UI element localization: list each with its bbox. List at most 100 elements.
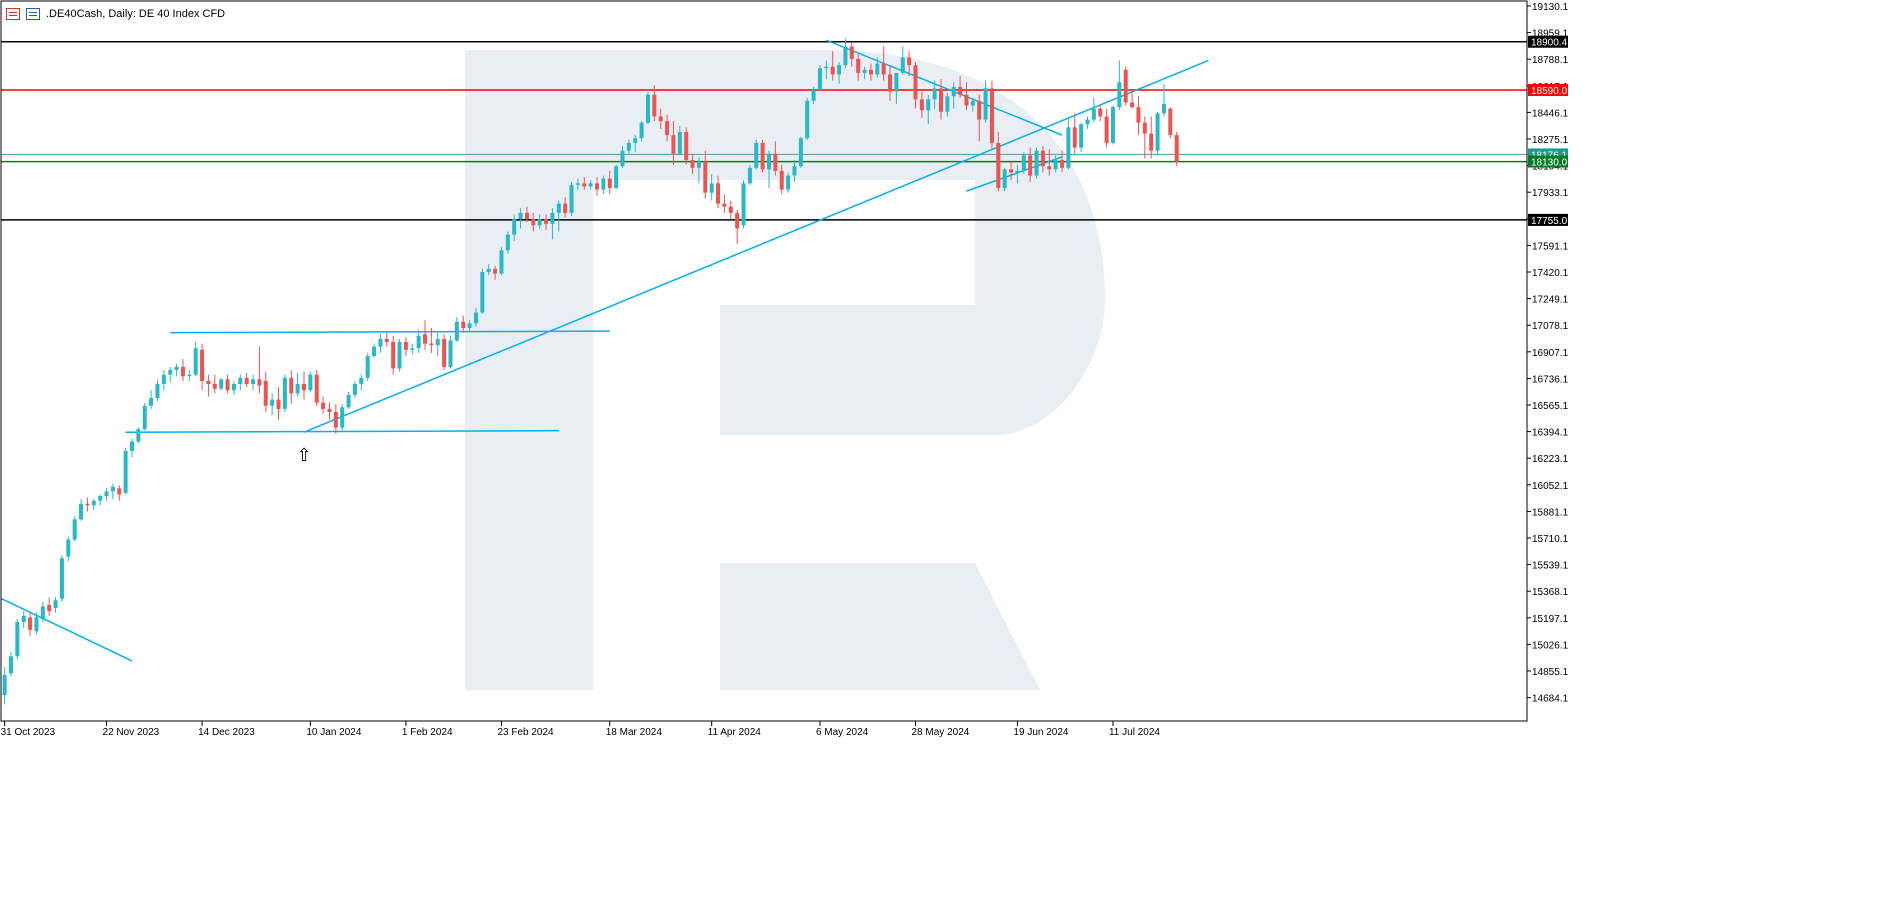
- candle: [684, 127, 689, 165]
- candle: [59, 555, 64, 602]
- candle-body: [2, 674, 7, 696]
- candle: [512, 214, 517, 241]
- candle-body: [473, 312, 478, 324]
- candle-body: [142, 405, 147, 430]
- candle-body: [372, 346, 377, 357]
- price-axis[interactable]: 19130.118959.118788.118617.118446.118275…: [1527, 2, 1568, 705]
- candlestick-icon[interactable]: [26, 8, 40, 20]
- candle: [180, 359, 185, 381]
- candle-body: [314, 374, 319, 403]
- candle-body: [767, 153, 771, 170]
- y-tick-label: 15881.1: [1532, 507, 1568, 518]
- candle: [754, 139, 759, 170]
- candle-body: [881, 63, 886, 75]
- x-tick-label: 22 Nov 2023: [103, 727, 160, 738]
- y-tick-label: 17078.1: [1532, 321, 1568, 332]
- candle: [1060, 150, 1065, 173]
- candle: [595, 177, 600, 196]
- candle: [308, 371, 313, 392]
- candle-body: [741, 183, 746, 226]
- y-tick-label: 15026.1: [1532, 640, 1568, 651]
- candle-body: [779, 170, 784, 190]
- candle: [658, 108, 663, 129]
- candle-body: [1136, 107, 1141, 123]
- candle-body: [104, 491, 109, 497]
- watermark-r-bowl: [465, 50, 1105, 690]
- candle-body: [276, 399, 281, 409]
- candle-body: [91, 500, 96, 506]
- candle-body: [28, 617, 33, 630]
- y-tick-label: 16394.1: [1532, 428, 1568, 439]
- y-tick-label: 15710.1: [1532, 534, 1568, 545]
- candle: [798, 136, 803, 168]
- candle: [1015, 164, 1020, 184]
- candle-body: [40, 606, 45, 619]
- candle-body: [690, 160, 695, 168]
- candle-body: [251, 379, 256, 385]
- candle: [779, 164, 784, 195]
- candle-body: [665, 121, 670, 136]
- candle: [276, 387, 281, 420]
- candle: [301, 371, 306, 400]
- candle: [448, 335, 453, 369]
- candle: [225, 374, 230, 394]
- candle: [1066, 118, 1071, 170]
- candle: [767, 150, 771, 189]
- candle: [193, 342, 198, 377]
- candle: [830, 51, 835, 81]
- candle-body: [1072, 127, 1077, 148]
- candle-body: [1002, 169, 1007, 189]
- y-tick-label: 14855.1: [1532, 667, 1568, 678]
- candle-body: [696, 161, 701, 168]
- candle-body: [346, 394, 351, 408]
- candle-body: [493, 268, 498, 274]
- candle: [811, 86, 816, 105]
- candle: [40, 601, 45, 623]
- candle: [397, 338, 402, 372]
- candle-body: [728, 206, 733, 213]
- candle-body: [1066, 127, 1071, 168]
- candle-body: [837, 65, 842, 75]
- candle: [703, 150, 708, 199]
- candle: [1047, 149, 1052, 176]
- level-tag-label: 18900.4: [1531, 38, 1568, 49]
- candle: [639, 121, 644, 142]
- chart-type-icon[interactable]: [6, 8, 20, 20]
- candle: [359, 374, 364, 391]
- candle: [47, 597, 52, 616]
- candle-body: [1130, 102, 1135, 108]
- candle: [1104, 108, 1109, 148]
- candle: [53, 597, 58, 613]
- x-tick-label: 6 May 2024: [816, 727, 869, 738]
- candle: [805, 97, 810, 140]
- candle: [1021, 152, 1026, 175]
- candle: [104, 488, 109, 501]
- candle-body: [244, 377, 249, 385]
- candle-body: [117, 488, 122, 495]
- candle: [1130, 90, 1135, 109]
- candle: [321, 396, 326, 414]
- time-axis[interactable]: 31 Oct 2023 22 Nov 2023 14 Dec 2023 10 Jan …: [1, 721, 1161, 738]
- candle-body: [212, 384, 217, 389]
- candle-body: [996, 142, 1001, 189]
- candle-body: [423, 334, 428, 344]
- candle: [136, 427, 141, 444]
- candle: [977, 94, 982, 142]
- candle-body: [652, 94, 657, 117]
- candle: [435, 332, 440, 357]
- candle: [206, 374, 211, 397]
- candle: [473, 307, 478, 327]
- price-chart[interactable]: 19130.118959.118788.118617.118446.118275…: [0, 0, 1568, 744]
- candle-body: [1161, 104, 1166, 114]
- candle-body: [289, 377, 294, 394]
- x-tick-label: 18 Mar 2024: [606, 727, 663, 738]
- candle: [964, 82, 969, 111]
- candle-body: [448, 340, 453, 367]
- candle-body: [824, 66, 829, 69]
- candle-body: [193, 348, 198, 375]
- candle-body: [868, 69, 873, 75]
- candle: [792, 160, 797, 182]
- candle-body: [1021, 155, 1026, 171]
- candle-body: [435, 338, 440, 346]
- candle-body: [849, 46, 854, 59]
